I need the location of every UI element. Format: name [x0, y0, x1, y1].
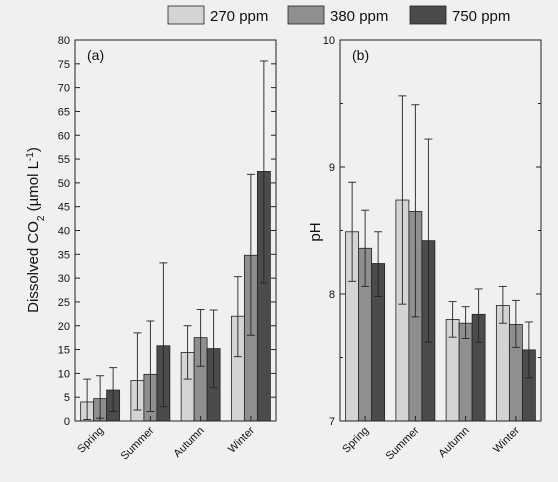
y-tick-label: 0 [64, 416, 70, 428]
legend-swatch-1 [287, 5, 325, 25]
y-axis-title-unit: (µmol L [25, 161, 42, 216]
y-tick-label: 8 [329, 289, 335, 301]
panel-label: (b) [352, 47, 369, 63]
y-axis-title-sup: -1 [25, 152, 36, 161]
y-tick-label: 10 [58, 368, 70, 380]
y-tick-label: 5 [64, 392, 70, 404]
legend: 270 ppm 380 ppm 750 ppm [167, 5, 510, 25]
y-tick-label: 70 [58, 83, 70, 95]
y-axis-title-close: ) [25, 147, 42, 152]
y-tick-label: 25 [58, 297, 70, 309]
y-tick-label: 50 [58, 178, 70, 190]
x-tick-label-winter: Winter [491, 424, 522, 455]
x-tick-label-summer: Summer [384, 424, 422, 462]
y-axis-title-a: Dissolved CO2 (µmol L-1) [25, 147, 47, 313]
y-tick-label: 65 [58, 106, 70, 118]
y-axis-title-b: pH [307, 222, 324, 241]
x-tick-label-spring: Spring [340, 425, 371, 456]
y-tick-label: 30 [58, 273, 70, 285]
y-tick-label: 60 [58, 130, 70, 142]
y-tick-label: 75 [58, 59, 70, 71]
y-tick-label: 35 [58, 249, 70, 261]
panel-label: (a) [87, 47, 104, 63]
x-tick-label-autumn: Autumn [436, 425, 471, 460]
legend-label-0: 270 ppm [210, 8, 268, 25]
x-tick-label-winter: Winter [226, 424, 257, 455]
x-tick-label-summer: Summer [119, 424, 157, 462]
y-tick-label: 55 [58, 154, 70, 166]
chart-panel-b: 7 8 9 10 Spring Summer Autumn Winter (b) [323, 35, 542, 463]
y-tick-label: 40 [58, 226, 70, 238]
x-tick-label-spring: Spring [75, 425, 106, 456]
legend-label-2: 750 ppm [452, 8, 510, 25]
y-tick-label: 9 [329, 162, 335, 174]
y-axis-title-sub: 2 [36, 215, 47, 221]
y-tick-label: 10 [323, 35, 335, 47]
y-axis-title-main: Dissolved CO [25, 221, 42, 313]
y-tick-label: 7 [329, 416, 335, 428]
legend-label-1: 380 ppm [330, 8, 388, 25]
y-tick-label: 45 [58, 202, 70, 214]
legend-swatch-2 [409, 5, 447, 25]
legend-swatch-0 [167, 5, 205, 25]
y-tick-label: 20 [58, 321, 70, 333]
y-tick-label: 15 [58, 345, 70, 357]
y-tick-label: 80 [58, 35, 70, 47]
x-tick-label-autumn: Autumn [171, 425, 206, 460]
chart-panel-a: 0 5 10 15 20 25 30 35 40 45 50 55 60 65 70 75 80 Spring Su… [58, 35, 277, 463]
